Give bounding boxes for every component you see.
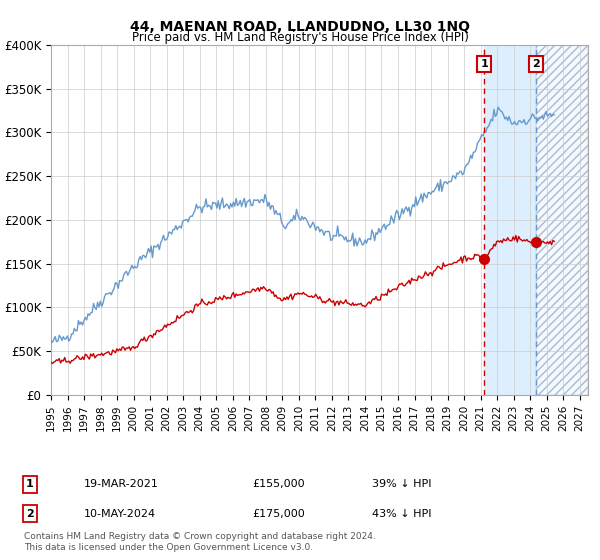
Text: Contains HM Land Registry data © Crown copyright and database right 2024.
This d: Contains HM Land Registry data © Crown c…: [24, 532, 376, 552]
Text: 1: 1: [480, 59, 488, 69]
Text: 1: 1: [26, 479, 34, 489]
Text: 44, MAENAN ROAD, LLANDUDNO, LL30 1NQ: 44, MAENAN ROAD, LLANDUDNO, LL30 1NQ: [130, 20, 470, 34]
Text: 43% ↓ HPI: 43% ↓ HPI: [372, 508, 431, 519]
Text: 39% ↓ HPI: 39% ↓ HPI: [372, 479, 431, 489]
Text: 2: 2: [26, 508, 34, 519]
Text: £175,000: £175,000: [252, 508, 305, 519]
Text: Price paid vs. HM Land Registry's House Price Index (HPI): Price paid vs. HM Land Registry's House …: [131, 31, 469, 44]
Text: 10-MAY-2024: 10-MAY-2024: [84, 508, 156, 519]
Bar: [484, 45, 536, 395]
Text: 2: 2: [532, 59, 540, 69]
Text: £155,000: £155,000: [252, 479, 305, 489]
Bar: [536, 45, 588, 395]
Bar: [536, 45, 588, 395]
Text: 19-MAR-2021: 19-MAR-2021: [84, 479, 159, 489]
